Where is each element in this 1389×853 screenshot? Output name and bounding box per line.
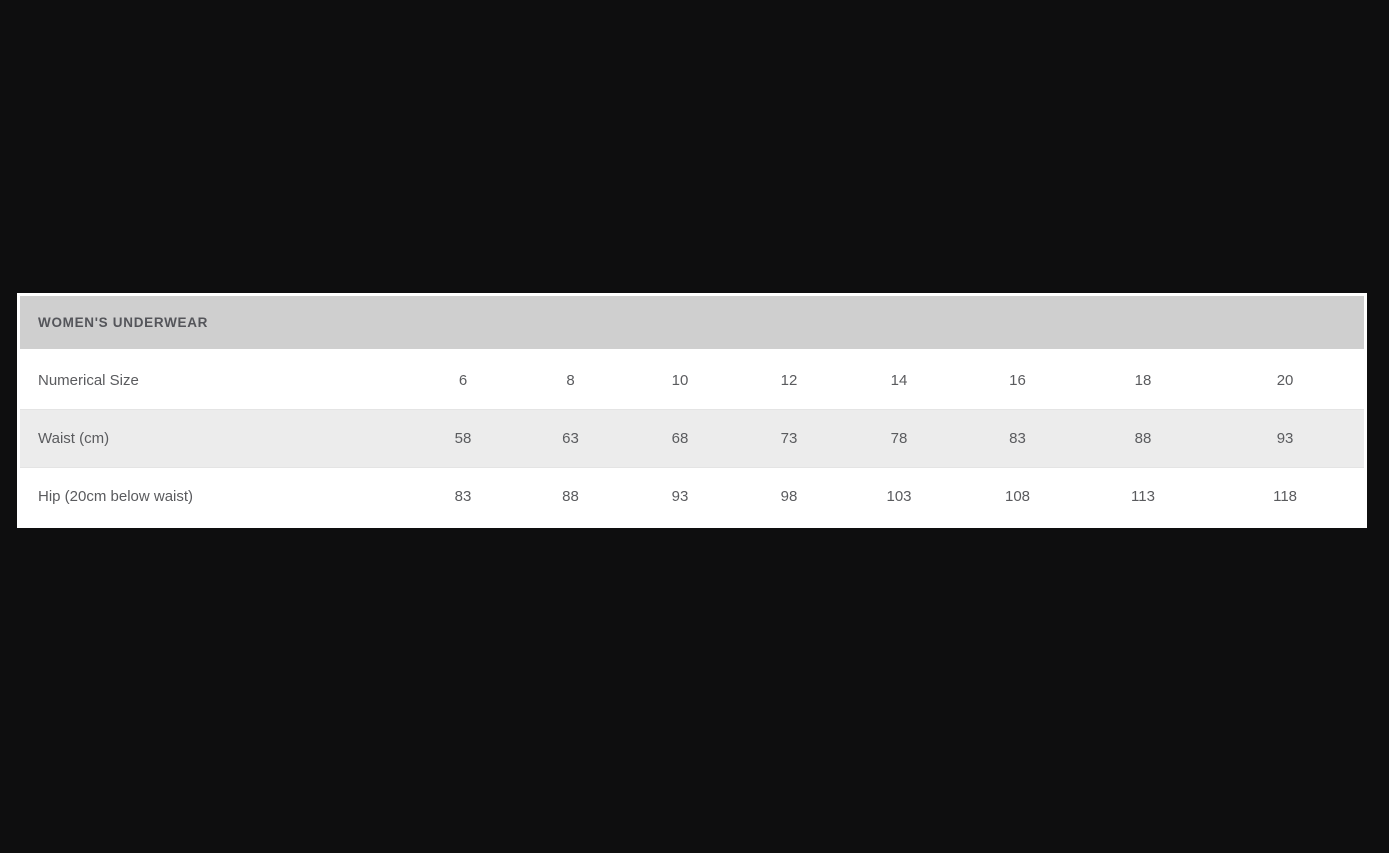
size-value-cell: 78 — [890, 430, 908, 447]
size-value-cell: 14 — [890, 372, 908, 389]
size-value-cell: 63 — [562, 430, 579, 447]
size-chart-table: WOMEN'S UNDERWEAR Numerical Size 6 8 10 … — [20, 296, 1365, 526]
size-value-cell: 6 — [458, 372, 468, 389]
size-value-cell: 10 — [671, 372, 689, 389]
table-row-numerical-size: Numerical Size 6 8 10 12 14 16 18 20 — [20, 351, 1364, 410]
size-chart-card: WOMEN'S UNDERWEAR Numerical Size 6 8 10 … — [17, 293, 1367, 528]
size-value-cell: 103 — [886, 488, 912, 505]
row-label: Waist (cm) — [38, 430, 110, 447]
size-value-cell: 16 — [1009, 372, 1026, 389]
table-header-row: WOMEN'S UNDERWEAR — [20, 296, 1365, 352]
size-value-cell: 18 — [1134, 372, 1152, 389]
size-value-cell: 83 — [454, 488, 472, 505]
row-label: Hip (20cm below waist) — [38, 488, 194, 505]
size-value-cell: 12 — [780, 372, 798, 389]
size-chart-title: WOMEN'S UNDERWEAR — [20, 296, 1365, 352]
size-value-cell: 83 — [1009, 430, 1026, 447]
table-row-waist: Waist (cm) 58 63 68 73 78 83 88 93 — [20, 409, 1365, 468]
size-value-cell: 108 — [1004, 488, 1031, 505]
size-value-cell: 73 — [780, 430, 798, 447]
size-value-cell: 113 — [1131, 488, 1155, 505]
size-value-cell: 98 — [780, 488, 798, 505]
size-value-cell: 118 — [1273, 488, 1298, 505]
size-value-cell: 20 — [1276, 372, 1294, 389]
size-value-cell: 8 — [566, 372, 575, 389]
size-value-cell: 58 — [454, 430, 472, 447]
size-value-cell: 68 — [671, 430, 689, 447]
size-value-cell: 93 — [671, 488, 689, 505]
row-label: Numerical Size — [38, 372, 139, 389]
size-value-cell: 88 — [1134, 430, 1152, 447]
size-value-cell: 88 — [562, 488, 579, 505]
size-value-cell: 93 — [1276, 430, 1294, 447]
table-row-hip: Hip (20cm below waist) 83 88 93 98 103 1… — [20, 467, 1365, 526]
